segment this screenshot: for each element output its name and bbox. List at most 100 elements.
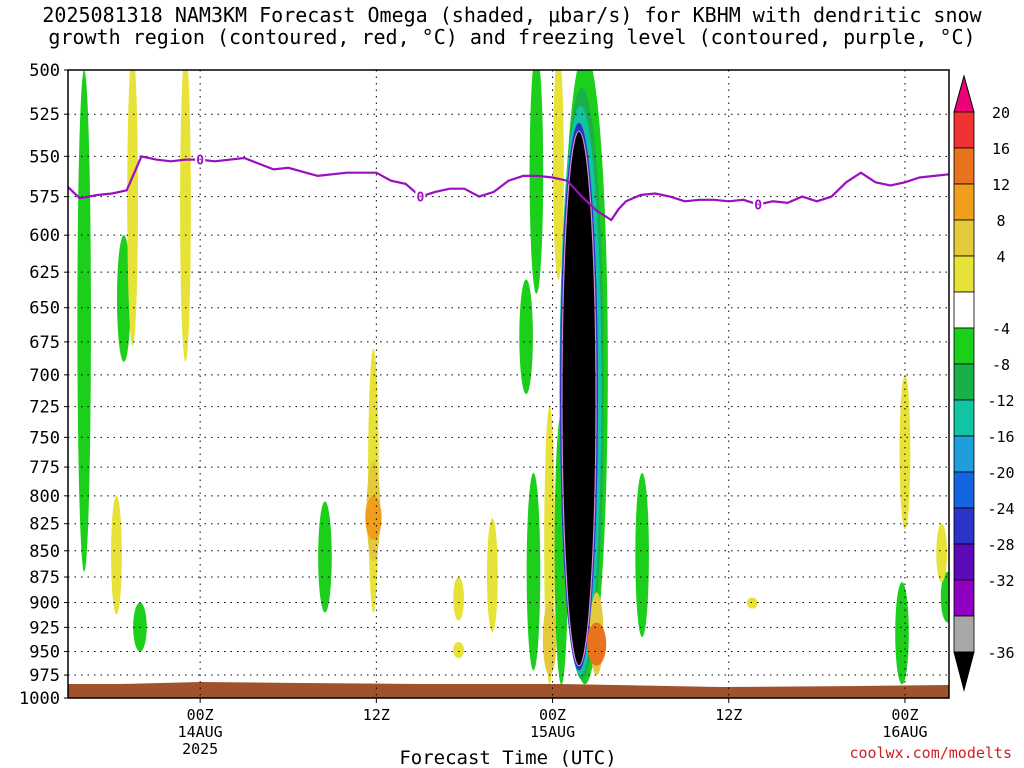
y-tick-label: 525	[29, 105, 60, 125]
colorbar-swatch	[953, 507, 975, 545]
x-tick-label: 15AUG	[530, 723, 575, 741]
y-tick-label: 900	[29, 594, 60, 614]
colorbar-swatch	[953, 327, 975, 365]
y-tick-label: 775	[29, 458, 60, 478]
x-tick-label: 14AUG	[178, 723, 223, 741]
omega-region	[899, 374, 911, 530]
colorbar-swatch	[953, 471, 975, 509]
colorbar-label: -16	[987, 428, 1014, 446]
x-axis-label: Forecast Time (UTC)	[399, 747, 616, 768]
omega-shading	[77, 70, 949, 685]
omega-region	[561, 130, 597, 667]
y-tick-label: 550	[29, 147, 60, 167]
y-tick-label: 1000	[19, 689, 60, 709]
colorbar-swatch	[953, 435, 975, 473]
y-tick-label: 625	[29, 263, 60, 283]
colorbar-top-triangle	[953, 74, 975, 113]
colorbar: 20 16 12 8 4 -4 -8 -12 -16 -20 -24 -28 -32 -36	[953, 74, 1015, 692]
omega-region	[553, 70, 564, 280]
colorbar-label: -12	[987, 392, 1014, 410]
colorbar-label: -24	[987, 500, 1014, 518]
colorbar-bottom-triangle	[953, 651, 975, 692]
omega-region	[127, 70, 139, 346]
omega-region	[587, 622, 607, 666]
colorbar-label: 4	[996, 248, 1005, 266]
x-tick-label: 16AUG	[882, 723, 927, 741]
colorbar-swatch	[953, 291, 975, 329]
title-line-2: growth region (contoured, red, °C) and f…	[48, 25, 976, 49]
omega-region	[180, 153, 191, 170]
omega-region	[519, 279, 533, 395]
omega-region	[526, 472, 541, 671]
omega-region	[116, 235, 131, 362]
colorbar-label: 8	[996, 212, 1005, 230]
colorbar-swatch	[953, 219, 975, 257]
plot-frame	[67, 69, 950, 699]
y-tick-label: 950	[29, 643, 60, 663]
title-line-1: 2025081318 NAM3KM Forecast Omega (shaded…	[42, 3, 982, 27]
omega-region	[318, 501, 332, 613]
omega-region	[529, 70, 544, 294]
colorbar-label: -28	[987, 536, 1014, 554]
colorbar-label: 20	[992, 104, 1010, 122]
colorbar-label: -36	[987, 644, 1014, 662]
colorbar-label: -32	[987, 572, 1014, 590]
freezing-level-label: 0	[416, 191, 424, 206]
y-tick-label: 700	[29, 366, 60, 386]
x-tick-label: 00Z	[891, 706, 918, 724]
colorbar-label: 16	[992, 140, 1010, 158]
freezing-level-label: 0	[196, 154, 204, 169]
credit-text: coolwx.com/modelts	[849, 744, 1012, 762]
omega-region	[453, 577, 464, 621]
x-tick-label: 00Z	[187, 706, 214, 724]
colorbar-swatch	[953, 579, 975, 617]
y-tick-label: 850	[29, 542, 60, 562]
colorbar-swatch	[953, 147, 975, 185]
contour-label-bg	[195, 152, 206, 166]
pressure-axis: 500 525 550 575 600 625 650 675 700 725 750 775 800 8…	[19, 61, 68, 709]
x-tick-label: 12Z	[363, 706, 390, 724]
freezing-level-contour: 0 0 0	[68, 152, 949, 222]
plot-background	[68, 70, 949, 698]
omega-region	[111, 495, 122, 615]
omega-region	[895, 582, 909, 685]
omega-region	[940, 571, 949, 623]
y-tick-label: 675	[29, 333, 60, 353]
colorbar-swatch	[953, 111, 975, 149]
colorbar-swatch	[953, 363, 975, 401]
colorbar-label: -4	[992, 320, 1010, 338]
grid-lines	[68, 70, 949, 698]
colorbar-swatch	[953, 399, 975, 437]
omega-region	[542, 602, 557, 676]
contour-label-bg	[753, 197, 764, 211]
y-tick-label: 825	[29, 515, 60, 535]
omega-region	[486, 518, 498, 633]
colorbar-swatch	[953, 615, 975, 653]
colorbar-swatch	[953, 543, 975, 581]
x-tick-label: 2025	[182, 740, 218, 758]
y-tick-label: 800	[29, 487, 60, 507]
colorbar-swatch	[953, 183, 975, 221]
y-tick-label: 500	[29, 61, 60, 81]
omega-region	[180, 70, 191, 362]
freezing-level-label: 0	[754, 198, 762, 213]
omega-region	[453, 641, 464, 659]
omega-region	[746, 597, 758, 609]
x-tick-label: 12Z	[715, 706, 742, 724]
colorbar-label: -20	[987, 464, 1014, 482]
colorbar-label: -8	[992, 356, 1010, 374]
chart-title: 2025081318 NAM3KM Forecast Omega (shaded…	[0, 4, 1024, 48]
y-tick-label: 600	[29, 226, 60, 246]
colorbar-swatch	[953, 255, 975, 293]
contour-label-bg	[415, 189, 426, 203]
y-tick-label: 725	[29, 398, 60, 418]
y-tick-label: 750	[29, 428, 60, 448]
omega-region	[77, 70, 91, 572]
y-tick-label: 875	[29, 568, 60, 588]
x-tick-label: 00Z	[539, 706, 566, 724]
y-tick-label: 650	[29, 299, 60, 319]
y-tick-label: 975	[29, 666, 60, 686]
colorbar-label: 12	[992, 176, 1010, 194]
